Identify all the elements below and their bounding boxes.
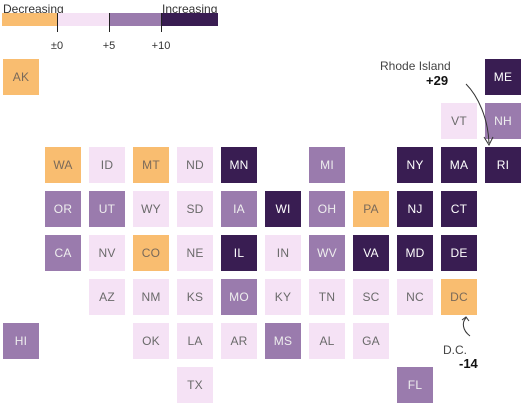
state-tile-al[interactable]: AL	[309, 323, 345, 359]
state-tile-wy[interactable]: WY	[133, 191, 169, 227]
state-tile-de[interactable]: DE	[441, 235, 477, 271]
state-tile-ny[interactable]: NY	[397, 147, 433, 183]
state-tile-hi[interactable]: HI	[3, 323, 39, 359]
legend-increasing-label: Increasing	[162, 2, 218, 16]
state-tile-co[interactable]: CO	[133, 235, 169, 271]
state-tile-ut[interactable]: UT	[89, 191, 125, 227]
state-tile-tn[interactable]: TN	[309, 279, 345, 315]
annotation-dc-name: D.C.	[443, 343, 467, 357]
state-tile-va[interactable]: VA	[353, 235, 389, 271]
state-tile-fl[interactable]: FL	[397, 367, 433, 403]
legend-tick-label-5: +5	[102, 40, 116, 52]
state-tile-az[interactable]: AZ	[89, 279, 125, 315]
annotation-rhode-island-name: Rhode Island	[380, 59, 451, 73]
annotation-dc-leader	[462, 317, 471, 337]
legend-tick-label-0: ±0	[50, 40, 64, 52]
state-tile-sc[interactable]: SC	[353, 279, 389, 315]
legend-swatch-decreasing	[2, 13, 58, 26]
legend-tick-0	[57, 13, 58, 32]
annotation-rhode-island-value: +29	[426, 73, 449, 88]
state-tile-ok[interactable]: OK	[133, 323, 169, 359]
state-tile-id[interactable]: ID	[89, 147, 125, 183]
state-tile-ms[interactable]: MS	[265, 323, 301, 359]
state-tile-mt[interactable]: MT	[133, 147, 169, 183]
state-tile-wi[interactable]: WI	[265, 191, 301, 227]
state-tile-ks[interactable]: KS	[177, 279, 213, 315]
state-tile-me[interactable]: ME	[485, 59, 521, 95]
state-tile-nh[interactable]: NH	[485, 103, 521, 139]
legend-swatch-0-to-5	[58, 13, 110, 26]
state-tile-vt[interactable]: VT	[441, 103, 477, 139]
state-tile-ga[interactable]: GA	[353, 323, 389, 359]
legend-tick-10	[161, 13, 162, 32]
state-tile-il[interactable]: IL	[221, 235, 257, 271]
legend-tick-label-10: +10	[151, 40, 171, 52]
state-tile-ky[interactable]: KY	[265, 279, 301, 315]
state-tile-ia[interactable]: IA	[221, 191, 257, 227]
state-tile-ct[interactable]: CT	[441, 191, 477, 227]
state-tile-ma[interactable]: MA	[441, 147, 477, 183]
state-tile-nv[interactable]: NV	[89, 235, 125, 271]
state-tile-pa[interactable]: PA	[353, 191, 389, 227]
state-tile-tx[interactable]: TX	[177, 367, 213, 403]
state-tile-oh[interactable]: OH	[309, 191, 345, 227]
legend-tick-5	[109, 13, 110, 32]
state-tile-dc[interactable]: DC	[441, 279, 477, 315]
state-tile-mi[interactable]: MI	[309, 147, 345, 183]
state-tile-ca[interactable]: CA	[45, 235, 81, 271]
state-tile-or[interactable]: OR	[45, 191, 81, 227]
state-tile-ri[interactable]: RI	[485, 147, 521, 183]
state-tile-md[interactable]: MD	[397, 235, 433, 271]
state-tile-wv[interactable]: WV	[309, 235, 345, 271]
state-tile-nd[interactable]: ND	[177, 147, 213, 183]
state-tile-wa[interactable]: WA	[45, 147, 81, 183]
legend-swatch-over-10	[162, 13, 218, 26]
state-tile-nc[interactable]: NC	[397, 279, 433, 315]
state-tile-sd[interactable]: SD	[177, 191, 213, 227]
state-tile-ak[interactable]: AK	[3, 59, 39, 95]
legend-decreasing-label: Decreasing	[3, 2, 64, 16]
state-tile-ne[interactable]: NE	[177, 235, 213, 271]
state-tile-nm[interactable]: NM	[133, 279, 169, 315]
state-tile-nj[interactable]: NJ	[397, 191, 433, 227]
state-tile-in[interactable]: IN	[265, 235, 301, 271]
state-tile-ar[interactable]: AR	[221, 323, 257, 359]
state-tile-mn[interactable]: MN	[221, 147, 257, 183]
annotation-dc-arrowhead	[461, 316, 470, 322]
legend-swatch-5-to-10	[110, 13, 162, 26]
state-tile-mo[interactable]: MO	[221, 279, 257, 315]
annotation-dc-value: -14	[459, 356, 478, 371]
state-tile-la[interactable]: LA	[177, 323, 213, 359]
